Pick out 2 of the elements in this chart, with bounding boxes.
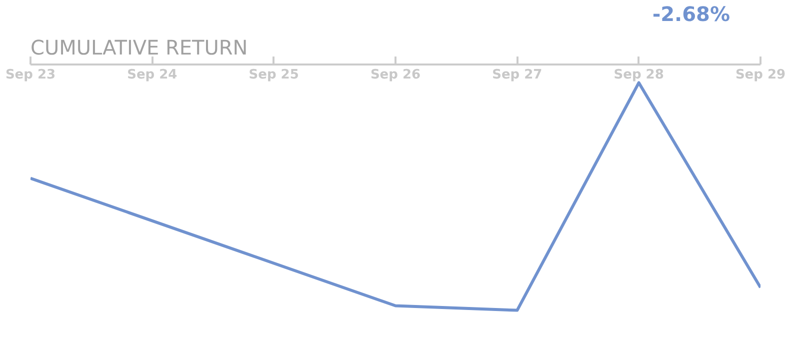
text: -2.68%	[652, 2, 730, 26]
chart-title: CUMULATIVE RETURN	[30, 36, 248, 60]
